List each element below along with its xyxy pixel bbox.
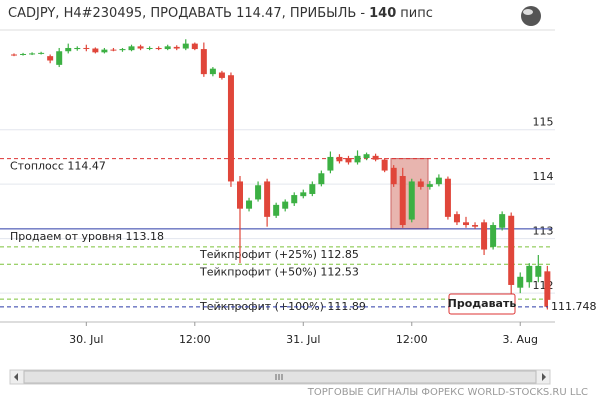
- candle-body: [20, 53, 27, 55]
- candle-body: [472, 225, 479, 227]
- scroll-grip: [275, 374, 283, 380]
- x-tick-label: 12:00: [179, 333, 211, 346]
- candle-body: [56, 51, 63, 65]
- candle-body: [209, 68, 216, 75]
- candle-body: [426, 184, 433, 187]
- signal-label: Продавать: [448, 297, 517, 310]
- candle-body: [47, 56, 54, 61]
- candle-body: [227, 75, 234, 182]
- candle-body: [11, 54, 17, 56]
- chart-title: CADJPY, H4#230495, ПРОДАВАТЬ 114.47, ПРИ…: [8, 6, 433, 21]
- candle-body: [173, 46, 180, 49]
- candle-body: [29, 53, 36, 55]
- globe-icon[interactable]: [521, 6, 541, 26]
- candle-body: [381, 159, 388, 171]
- candle-body: [526, 265, 533, 283]
- candle-body: [444, 178, 451, 217]
- candle-body: [92, 48, 99, 53]
- candle-body: [490, 225, 497, 247]
- candle-body: [417, 181, 424, 187]
- scroll-thumb[interactable]: [23, 370, 537, 384]
- candle-body: [535, 265, 542, 277]
- y-tick-label: 115: [533, 116, 554, 129]
- candle-body: [110, 49, 117, 51]
- level-label: Продаем от уровня 113.18: [10, 230, 164, 243]
- level-label: Стоплосс 114.47: [10, 160, 106, 173]
- candle-body: [408, 181, 415, 220]
- level-label: Тейкпрофит (+25%) 112.85: [199, 248, 359, 261]
- scrollbar[interactable]: [9, 369, 551, 385]
- candle-body: [327, 156, 334, 171]
- candle-body: [336, 156, 343, 162]
- candle-body: [128, 46, 135, 51]
- x-tick-label: 3. Aug: [502, 333, 537, 346]
- candle-body: [200, 49, 207, 75]
- candle-body: [182, 43, 189, 49]
- candle-body: [74, 47, 81, 50]
- candle-body: [517, 276, 524, 288]
- candle-body: [291, 195, 298, 204]
- title-text: CADJPY, H4#230495, ПРОДАВАТЬ 114.47, ПРИ…: [8, 6, 365, 21]
- candle-body: [435, 177, 442, 185]
- candle-body: [544, 271, 551, 307]
- candle-body: [38, 52, 45, 54]
- candle-body: [101, 49, 108, 53]
- candle-body: [155, 47, 162, 50]
- level-label: Тейкпрофит (+50%) 112.53: [199, 265, 359, 278]
- candle-body: [218, 72, 225, 78]
- candle-body: [399, 176, 406, 226]
- candle-body: [309, 184, 316, 194]
- candle-body: [481, 222, 488, 250]
- candle-body: [453, 214, 460, 223]
- globe[interactable]: [521, 6, 541, 26]
- candle-body: [354, 155, 361, 163]
- footer: ТОРГОВЫЕ СИГНАЛЫ ФОРЕКС WORLD-STOCKS.RU …: [307, 387, 588, 398]
- globe-highlight: [523, 9, 533, 15]
- candle-body: [83, 47, 90, 49]
- candle-body: [390, 167, 397, 185]
- x-tick-label: 31. Jul: [286, 333, 320, 346]
- candle-body: [463, 222, 469, 226]
- x-tick-label: 12:00: [396, 333, 428, 346]
- candle-body: [273, 204, 280, 216]
- candle-body: [318, 173, 325, 185]
- candle-body: [146, 47, 153, 49]
- candle-body: [372, 155, 379, 160]
- signal-box: [448, 293, 516, 315]
- candle-body: [508, 215, 515, 285]
- candle-body: [237, 181, 243, 209]
- candle-body: [345, 158, 352, 163]
- title-profit: 140: [369, 6, 396, 21]
- candle-body: [255, 185, 262, 200]
- candle-body: [65, 47, 72, 52]
- candle-body: [499, 214, 506, 228]
- candle-body: [119, 49, 126, 51]
- x-tick-label: 30. Jul: [69, 333, 103, 346]
- y-tick-label: 114: [533, 170, 554, 183]
- candle-body: [191, 43, 198, 50]
- candle-body: [264, 181, 271, 217]
- candle-body: [164, 46, 171, 50]
- candle-body: [137, 46, 144, 49]
- y-tick-label: 113: [533, 225, 554, 238]
- candle-body: [246, 200, 253, 209]
- candle-body: [282, 201, 289, 209]
- last-price-label: 111.748: [551, 300, 597, 313]
- last-price-box: [548, 299, 598, 314]
- candle-body: [363, 154, 370, 159]
- candle-body: [300, 192, 307, 197]
- title-unit: пипс: [400, 6, 433, 21]
